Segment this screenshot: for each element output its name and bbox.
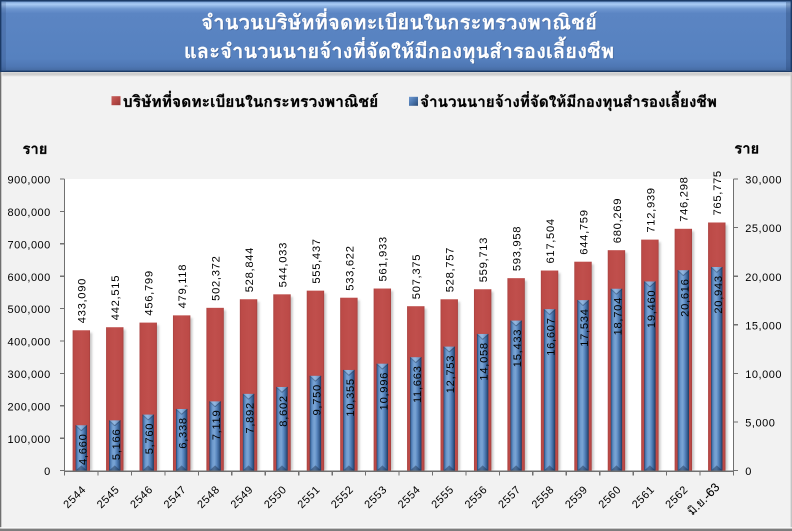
svg-text:617,504: 617,504 (545, 218, 557, 263)
svg-text:30,000: 30,000 (745, 175, 782, 187)
svg-text:100,000: 100,000 (8, 434, 51, 446)
svg-text:800,000: 800,000 (8, 207, 51, 219)
svg-text:8,602: 8,602 (278, 395, 290, 427)
svg-text:533,622: 533,622 (344, 245, 356, 290)
svg-text:528,844: 528,844 (244, 247, 256, 292)
svg-text:7,892: 7,892 (245, 402, 257, 434)
svg-text:11,663: 11,663 (412, 365, 424, 403)
svg-text:15,433: 15,433 (512, 329, 524, 367)
svg-text:19,460: 19,460 (646, 290, 658, 328)
svg-text:528,757: 528,757 (445, 247, 457, 292)
svg-text:10,000: 10,000 (745, 369, 782, 381)
svg-text:10,355: 10,355 (345, 378, 357, 416)
svg-text:9,750: 9,750 (311, 384, 323, 416)
svg-text:479,118: 479,118 (177, 264, 189, 309)
svg-text:200,000: 200,000 (8, 401, 51, 413)
svg-text:559,713: 559,713 (478, 237, 490, 282)
svg-text:25,000: 25,000 (745, 223, 782, 235)
svg-text:12,753: 12,753 (445, 355, 457, 393)
svg-text:561,933: 561,933 (378, 236, 390, 281)
svg-text:700,000: 700,000 (8, 239, 51, 251)
svg-text:15,000: 15,000 (745, 320, 782, 332)
svg-text:600,000: 600,000 (8, 272, 51, 284)
svg-text:5,000: 5,000 (745, 418, 775, 430)
svg-text:5,760: 5,760 (144, 423, 156, 455)
svg-text:544,033: 544,033 (277, 242, 289, 287)
svg-text:6,338: 6,338 (178, 417, 190, 449)
svg-text:16,607: 16,607 (546, 317, 558, 355)
svg-text:712,939: 712,939 (645, 187, 657, 232)
svg-text:5,166: 5,166 (111, 429, 123, 461)
svg-text:18,704: 18,704 (612, 297, 624, 335)
svg-text:20,616: 20,616 (679, 278, 691, 316)
svg-text:300,000: 300,000 (8, 369, 51, 381)
svg-text:10,996: 10,996 (378, 372, 390, 410)
svg-text:20,943: 20,943 (713, 275, 725, 313)
svg-text:746,298: 746,298 (679, 176, 691, 221)
svg-text:507,375: 507,375 (411, 254, 423, 299)
svg-text:20,000: 20,000 (745, 272, 782, 284)
svg-text:765,775: 765,775 (712, 170, 724, 215)
svg-text:400,000: 400,000 (8, 337, 51, 349)
svg-text:500,000: 500,000 (8, 304, 51, 316)
svg-text:0: 0 (44, 466, 51, 478)
svg-text:900,000: 900,000 (8, 175, 51, 187)
svg-text:442,515: 442,515 (110, 275, 122, 320)
svg-text:555,437: 555,437 (311, 238, 323, 283)
svg-text:680,269: 680,269 (612, 198, 624, 243)
svg-text:0: 0 (745, 466, 752, 478)
svg-text:502,372: 502,372 (211, 255, 223, 300)
svg-text:456,799: 456,799 (144, 270, 156, 315)
svg-text:433,090: 433,090 (77, 278, 89, 323)
svg-text:644,759: 644,759 (578, 209, 590, 254)
svg-text:17,534: 17,534 (579, 308, 591, 346)
svg-text:4,660: 4,660 (77, 434, 89, 466)
svg-text:7,119: 7,119 (211, 410, 223, 441)
svg-text:593,958: 593,958 (512, 226, 524, 271)
svg-text:14,058: 14,058 (479, 342, 491, 380)
